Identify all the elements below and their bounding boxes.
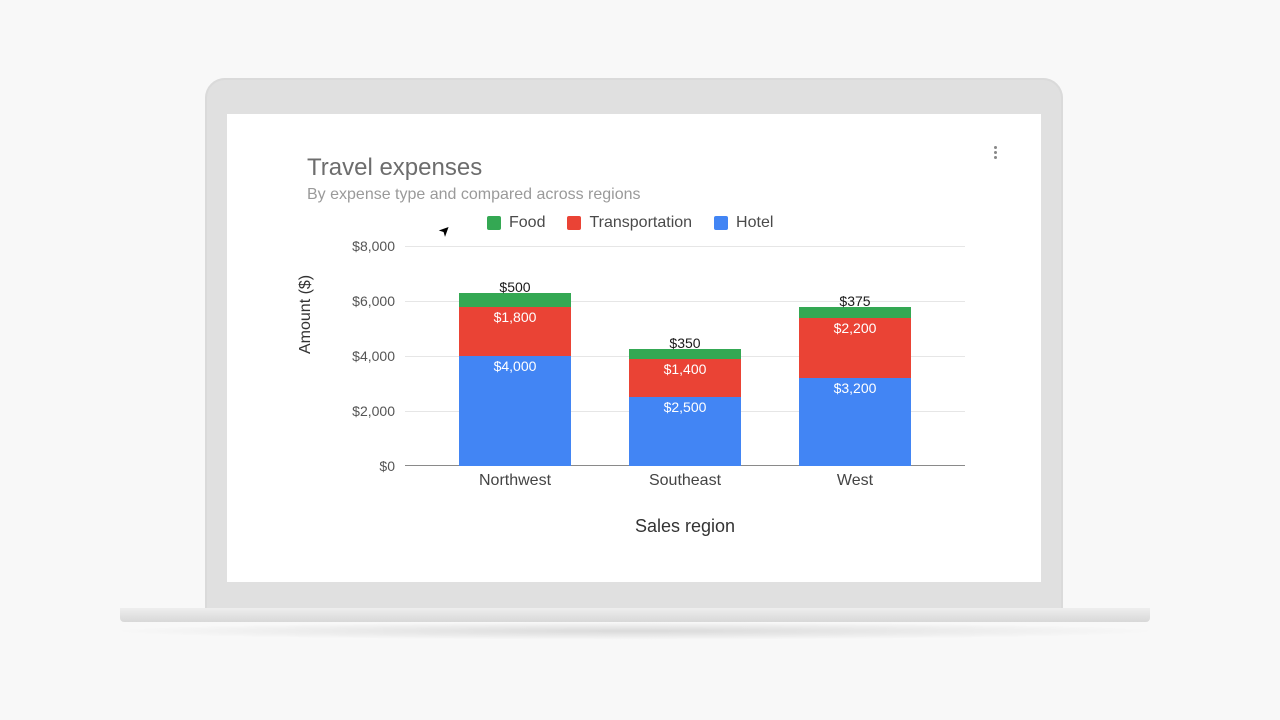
bar-segment-label: $3,200 xyxy=(799,380,911,396)
bar-segment-label: $1,800 xyxy=(459,309,571,325)
plot-area: $0$2,000$4,000$6,000$8,000$4,000$1,800$5… xyxy=(405,246,965,466)
legend-item-hotel[interactable]: Hotel xyxy=(714,214,773,232)
more-options-button[interactable] xyxy=(985,142,1005,162)
bar-segment-label: $500 xyxy=(459,279,571,295)
y-tick-label: $8,000 xyxy=(335,238,395,254)
chart-subtitle: By expense type and compared across regi… xyxy=(307,186,641,204)
legend-item-food[interactable]: Food xyxy=(487,214,545,232)
y-tick-label: $4,000 xyxy=(335,348,395,364)
x-tick-label: West xyxy=(799,472,911,490)
bar-segment-label: $375 xyxy=(799,293,911,309)
bar-segment-food[interactable] xyxy=(459,293,571,307)
laptop-base xyxy=(120,608,1150,622)
chart-card: Travel expenses By expense type and comp… xyxy=(227,114,1041,582)
y-tick-label: $6,000 xyxy=(335,293,395,309)
laptop-shadow xyxy=(105,622,1165,640)
x-axis-title: Sales region xyxy=(405,516,965,537)
bar-segment-label: $2,200 xyxy=(799,320,911,336)
legend-swatch-hotel xyxy=(714,216,728,230)
y-tick-label: $0 xyxy=(335,458,395,474)
y-tick-label: $2,000 xyxy=(335,403,395,419)
x-tick-label: Southeast xyxy=(629,472,741,490)
gridline xyxy=(405,246,965,247)
bar-segment-label: $2,500 xyxy=(629,399,741,415)
bar-segment-label: $350 xyxy=(629,335,741,351)
chart-title: Travel expenses xyxy=(307,154,482,182)
legend-label: Transportation xyxy=(589,214,692,232)
bar-segment-label: $1,400 xyxy=(629,361,741,377)
legend-swatch-food xyxy=(487,216,501,230)
y-axis-title: Amount ($) xyxy=(297,275,315,354)
cursor-icon: ➤ xyxy=(435,220,455,240)
legend-label: Hotel xyxy=(736,214,773,232)
legend-swatch-transportation xyxy=(567,216,581,230)
legend-label: Food xyxy=(509,214,545,232)
x-tick-label: Northwest xyxy=(459,472,571,490)
legend-item-transportation[interactable]: Transportation xyxy=(567,214,692,232)
bar-segment-label: $4,000 xyxy=(459,358,571,374)
laptop-frame: Travel expenses By expense type and comp… xyxy=(205,78,1063,618)
chart-legend: Food Transportation Hotel xyxy=(487,214,773,232)
